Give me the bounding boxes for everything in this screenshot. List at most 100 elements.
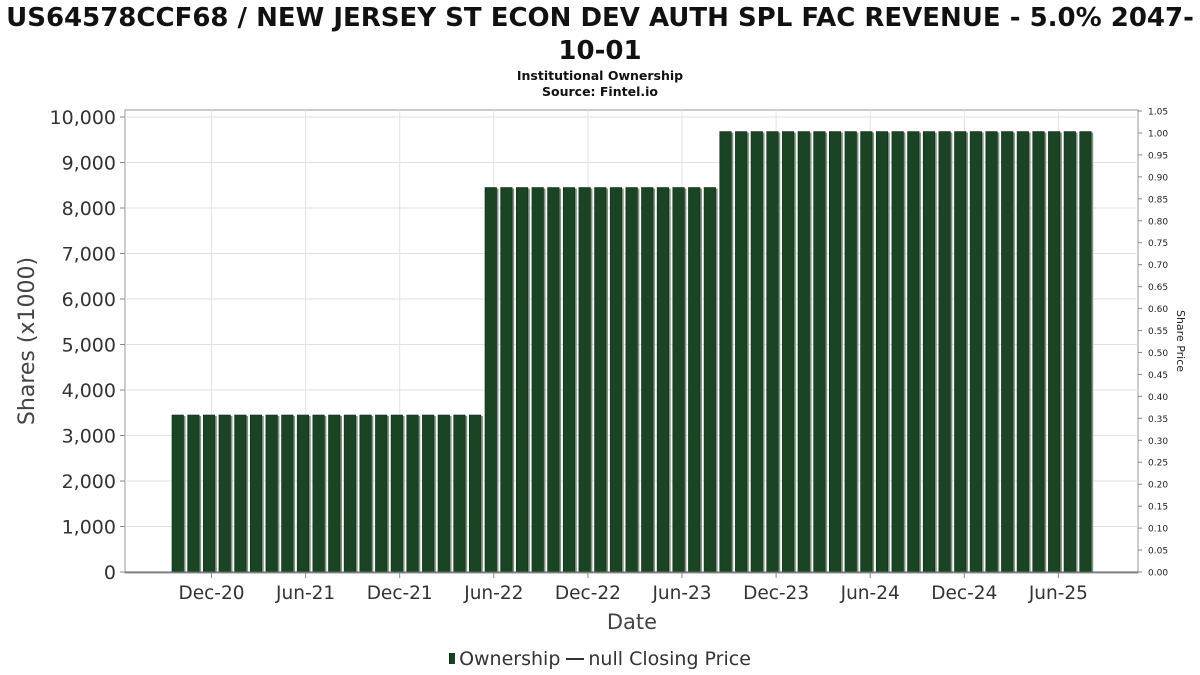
y-tick-label: 6,000 [62,289,116,311]
x-axis-label: Date [607,610,657,634]
ownership-bar [625,187,638,573]
y-tick-label: 7,000 [62,244,116,266]
subtitle-line-2: Source: Fintel.io [542,84,658,99]
x-tick-label: Jun-24 [840,583,900,604]
ownership-bar [1032,131,1045,573]
y2-axis-label: Share Price [1174,310,1187,372]
legend-price-label: null Closing Price [588,648,751,670]
ownership-bar [766,131,779,573]
ownership-bar [688,187,701,573]
y-tick-label: 9,000 [62,153,116,175]
ownership-bar [203,414,216,573]
y2-tick-label: 0.55 [1148,327,1168,337]
ownership-bar [907,131,920,573]
ownership-bar [938,131,951,573]
ownership-bar [469,414,482,573]
y2-tick-label: 0.50 [1148,349,1168,359]
ownership-bar [437,414,450,573]
x-tick-label: Dec-24 [931,583,997,604]
ownership-bar [375,414,388,573]
y2-tick-label: 0.40 [1148,393,1168,403]
ownership-bar [187,414,200,573]
ownership-bar [954,131,967,573]
subtitle-line-1: Institutional Ownership [516,68,684,83]
y2-tick-label: 0.75 [1148,239,1168,249]
ownership-bar [656,187,669,573]
y2-tick-label: 0.10 [1148,525,1168,535]
ownership-bar [234,414,247,573]
y-tick-label: 5,000 [62,335,116,357]
price-line-icon [566,658,585,660]
x-tick-label: Dec-21 [367,583,433,604]
x-tick-label: Jun-21 [275,583,335,604]
ownership-bar [359,414,372,573]
y-axis: 0 1,000 2,000 3,000 4,000 5,000 6,000 7,000 8,00… [50,107,125,584]
y-tick-label: 8,000 [62,198,116,220]
ownership-bar [860,131,873,573]
ownership-bar [1063,131,1076,573]
ownership-bar [594,187,607,573]
ownership-bar [422,414,435,573]
y-tick-label: 10,000 [50,107,116,129]
ownership-bar [703,187,716,573]
ownership-bar [891,131,904,573]
y2-tick-label: 0.20 [1148,481,1168,491]
ownership-bar [484,187,497,573]
y2-tick-label: 0.90 [1148,173,1168,183]
ownership-bar [641,187,654,573]
x-tick-label: Jun-23 [651,583,711,604]
ownership-bar [813,131,826,573]
ownership-bar [828,131,842,573]
y2-tick-label: 0.95 [1148,151,1168,161]
ownership-bar [750,131,763,573]
ownership-bar [328,414,341,573]
y-tick-label: 1,000 [62,517,116,539]
ownership-bar [390,414,403,573]
ownership-bar [547,187,560,573]
y2-tick-label: 0.80 [1148,217,1168,227]
y-tick-label: 2,000 [62,471,116,493]
ownership-bar [515,187,529,573]
ownership-bar [296,414,310,573]
ownership-bar [453,414,466,573]
x-axis: Dec-20 Jun-21 Dec-21 Jun-22 Dec-22 Jun-23 Dec-… [125,571,1138,604]
ownership-bar [312,414,325,573]
x-tick-label: Dec-22 [555,583,621,604]
ownership-bar [844,131,857,573]
ownership-bar [343,414,356,573]
y2-tick-label: 0.30 [1148,437,1168,447]
ownership-bar [562,187,576,573]
ownership-bar [171,414,184,573]
x-tick-label: Jun-25 [1028,583,1088,604]
y2-tick-label: 0.70 [1148,261,1168,271]
ownership-bar [500,187,513,573]
ownership-bar [1016,131,1029,573]
y2-tick-label: 0.05 [1148,547,1168,557]
ownership-bar [672,187,685,573]
y2-tick-label: 0.35 [1148,415,1168,425]
ownership-bar [249,414,263,573]
ownership-bar [1048,131,1061,573]
x-tick-label: Dec-23 [743,583,809,604]
chart-title: US64578CCF68 / NEW JERSEY ST ECON DEV AU… [6,3,1194,66]
ownership-bar [406,414,419,573]
y-axis-label: Shares (x1000) [15,257,40,425]
y-tick-label: 4,000 [62,380,116,402]
ownership-bar [875,131,889,573]
y2-tick-label: 0.45 [1148,371,1168,381]
ownership-bar [1001,131,1014,573]
y2-tick-label: 0.65 [1148,283,1168,293]
ownership-bar [797,131,810,573]
ownership-bar [609,187,623,573]
ownership-swatch-icon [449,653,456,664]
chart-subtitle: Institutional Ownership Source: Fintel.i… [0,68,1200,100]
y-tick-label: 3,000 [62,426,116,448]
y2-tick-label: 0.25 [1148,459,1168,469]
ownership-bar [782,131,795,573]
ownership-bar [218,414,231,573]
ownership-bar [265,414,278,573]
ownership-bar [985,131,998,573]
x-tick-label: Jun-22 [463,583,523,604]
y2-axis: 0.00 0.05 0.10 0.15 0.20 0.25 0.30 0.35 0.40 0.45… [1138,108,1168,579]
